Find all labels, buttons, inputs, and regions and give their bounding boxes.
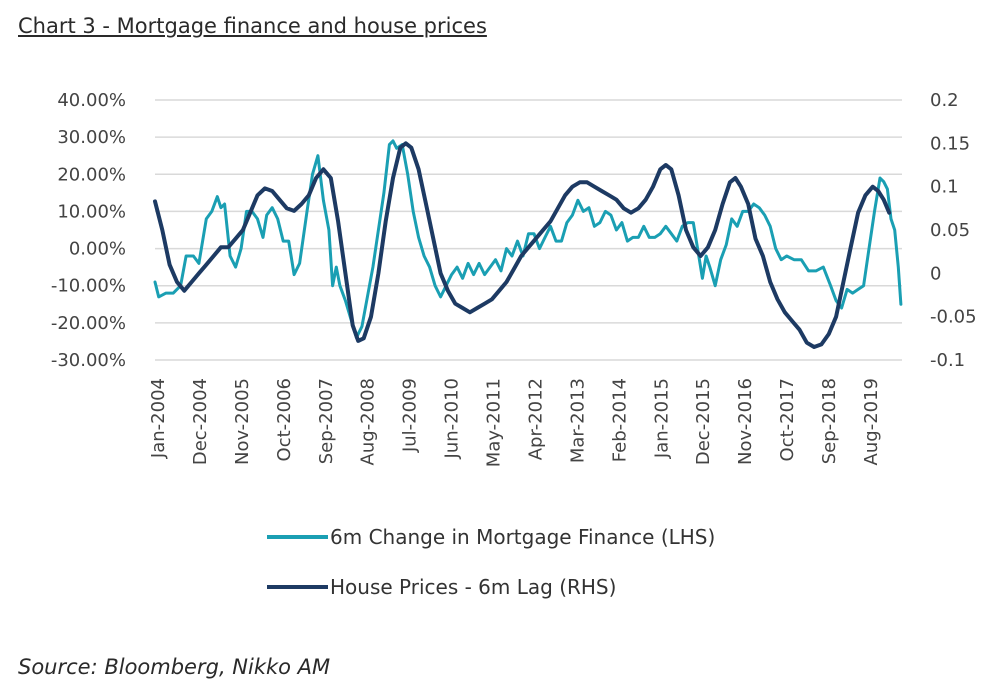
house-prices-line bbox=[153, 141, 892, 349]
x-tick-label: Sep-2007 bbox=[316, 378, 337, 464]
chart-title: Chart 3 - Mortgage finance and house pri… bbox=[18, 14, 487, 38]
x-tick-label: Dec-2015 bbox=[693, 378, 714, 465]
right-tick-label: -0.05 bbox=[930, 307, 977, 328]
x-tick-label: Aug-2008 bbox=[358, 378, 379, 465]
right-tick-label: 0.05 bbox=[930, 220, 970, 241]
x-tick-label: Nov-2005 bbox=[232, 378, 253, 465]
left-tick-label: -20.00% bbox=[51, 313, 126, 334]
left-tick-label: 0.00% bbox=[69, 239, 126, 260]
right-axis-ticks: 0.2 0.15 0.1 0.05 0 -0.05 -0.1 bbox=[930, 90, 977, 371]
mortgage-finance-line bbox=[153, 139, 903, 340]
right-tick-label: 0.1 bbox=[930, 177, 959, 198]
gridlines bbox=[155, 99, 902, 361]
right-tick-label: 0.15 bbox=[930, 133, 970, 154]
x-tick-label: Jan-2015 bbox=[651, 378, 672, 459]
right-tick-label: -0.1 bbox=[930, 350, 965, 371]
right-tick-label: 0 bbox=[930, 263, 941, 284]
x-tick-label: May-2011 bbox=[484, 378, 505, 467]
x-tick-label: Jan-2004 bbox=[148, 378, 169, 459]
left-tick-label: -30.00% bbox=[51, 350, 126, 371]
left-axis-ticks: 40.00% 30.00% 20.00% 10.00% 0.00% -10.00% -20.… bbox=[51, 90, 126, 371]
x-tick-label: Oct-2006 bbox=[274, 378, 295, 461]
left-tick-label: 10.00% bbox=[57, 201, 126, 222]
x-tick-label: Oct-2017 bbox=[777, 378, 798, 461]
legend-label: 6m Change in Mortgage Finance (LHS) bbox=[330, 525, 715, 549]
source-note: Source: Bloomberg, Nikko AM bbox=[18, 655, 331, 679]
x-tick-label: Feb-2014 bbox=[609, 378, 630, 462]
legend-label: House Prices - 6m Lag (RHS) bbox=[330, 575, 616, 599]
x-tick-label: Sep-2018 bbox=[819, 378, 840, 464]
x-tick-label: Jul-2009 bbox=[400, 378, 421, 453]
left-tick-label: -10.00% bbox=[51, 276, 126, 297]
x-tick-label: Nov-2016 bbox=[735, 378, 756, 465]
left-tick-label: 40.00% bbox=[57, 90, 126, 111]
series-lines bbox=[153, 139, 903, 349]
x-tick-label: Mar-2013 bbox=[567, 378, 588, 463]
x-tick-label: Apr-2012 bbox=[525, 378, 546, 460]
x-tick-label: Dec-2004 bbox=[190, 378, 211, 465]
x-tick-label: Aug-2019 bbox=[861, 378, 882, 465]
left-tick-label: 20.00% bbox=[57, 164, 126, 185]
x-axis-ticks: Jan-2004 Dec-2004 Nov-2005 Oct-2006 Sep-2007… bbox=[148, 378, 882, 467]
legend: 6m Change in Mortgage Finance (LHS) House… bbox=[267, 525, 715, 599]
x-tick-label: Jun-2010 bbox=[442, 378, 463, 459]
left-tick-label: 30.00% bbox=[57, 127, 126, 148]
right-tick-label: 0.2 bbox=[930, 90, 959, 111]
